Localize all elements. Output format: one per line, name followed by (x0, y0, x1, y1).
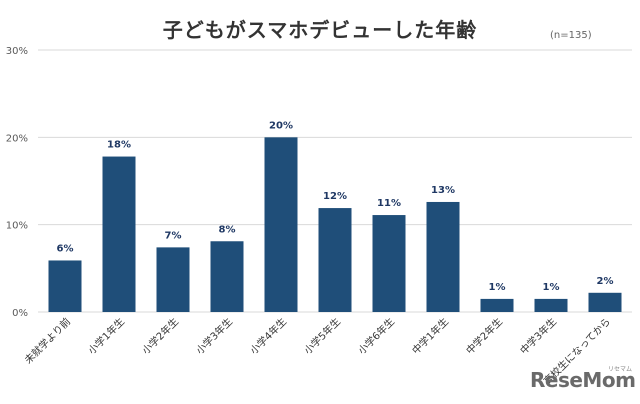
category-label: 小学6年生 (355, 315, 397, 357)
data-label: 20% (269, 120, 293, 131)
sample-size-note: (n=135) (550, 30, 592, 41)
data-label: 1% (489, 282, 506, 293)
bar (48, 260, 82, 312)
data-label: 18% (107, 140, 131, 151)
bar (102, 156, 136, 312)
category-label: 小学1年生 (85, 315, 127, 357)
y-tick-label: 20% (6, 133, 28, 144)
data-label: 8% (219, 224, 236, 235)
bar (210, 241, 244, 312)
category-label: 小学4年生 (247, 315, 289, 357)
data-label: 2% (597, 276, 614, 287)
resemom-logo: ReseMom リセマム (530, 366, 636, 392)
category-label: 未就学より前 (22, 315, 73, 366)
bar (372, 215, 406, 312)
category-label: 中学2年生 (463, 315, 505, 357)
y-tick-label: 0% (12, 308, 28, 319)
bar (588, 292, 622, 312)
bar (480, 298, 514, 312)
category-label: 小学5年生 (301, 315, 343, 357)
bar (264, 137, 298, 312)
y-tick-label: 30% (6, 46, 28, 57)
bar (318, 208, 352, 312)
category-label: 小学2年生 (139, 315, 181, 357)
bar (156, 247, 190, 312)
data-label: 11% (377, 198, 401, 209)
data-label: 7% (165, 230, 182, 241)
data-label: 12% (323, 191, 347, 202)
data-label: 1% (543, 282, 560, 293)
bar (534, 298, 568, 312)
bar (426, 201, 460, 312)
category-label: 中学1年生 (409, 315, 451, 357)
logo-text: ReseMom (530, 368, 636, 392)
category-label: 小学3年生 (193, 315, 235, 357)
y-tick-label: 10% (6, 221, 28, 232)
category-label: 中学3年生 (517, 315, 559, 357)
data-label: 6% (57, 243, 74, 254)
data-label: 13% (431, 185, 455, 196)
logo-subtext: リセマム (608, 366, 633, 373)
chart-title: 子どもがスマホデビューした年齢 (162, 18, 478, 42)
